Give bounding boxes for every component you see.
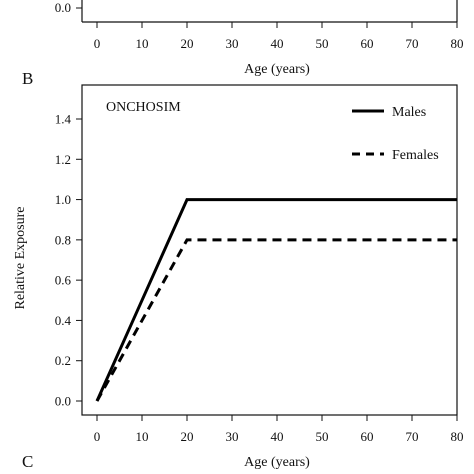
top-x-tick-label: 20 [181, 36, 194, 51]
top-x-tick-label: 10 [136, 36, 149, 51]
x-tick-label: 10 [136, 429, 149, 444]
x-tick-label: 70 [406, 429, 419, 444]
series-lines [95, 198, 457, 402]
panel-b-chart: ONCHOSIM 0.0 0.2 0.4 0.6 0.8 1.0 1.2 1.4 0 10 20 3… [13, 84, 464, 470]
top-x-tick-label: 30 [226, 36, 239, 51]
top-y-tick-label: 0.0 [55, 0, 71, 15]
top-x-tick-label: 80 [451, 36, 464, 51]
plot-frame [81, 84, 458, 416]
x-tick-label: 60 [361, 429, 374, 444]
y-tick-label: 0.6 [55, 273, 72, 288]
y-tick-label: 1.4 [55, 112, 72, 127]
y-tick-label: 1.0 [55, 192, 71, 207]
legend-label-males: Males [392, 105, 426, 120]
y-tick-label: 0.2 [55, 353, 71, 368]
y-axis-title: Relative Exposure [13, 206, 28, 309]
y-tick-label: 0.4 [55, 313, 72, 328]
y-tick-label: 0.0 [55, 394, 71, 409]
x-ticks: 0 10 20 30 40 50 60 70 80 [94, 415, 464, 444]
series-line-females [95, 238, 457, 402]
panel-letter-c: C [22, 452, 33, 471]
legend: Males Females [352, 105, 439, 163]
x-tick-label: 40 [271, 429, 284, 444]
x-tick-label: 50 [316, 429, 329, 444]
legend-label-females: Females [392, 148, 439, 163]
y-ticks: 0.0 0.2 0.4 0.6 0.8 1.0 1.2 1.4 [55, 112, 82, 409]
top-x-tick-label: 70 [406, 36, 419, 51]
top-x-tick-label: 60 [361, 36, 374, 51]
chart-title: ONCHOSIM [106, 100, 181, 115]
x-tick-label: 30 [226, 429, 239, 444]
x-tick-label: 20 [181, 429, 194, 444]
x-tick-label: 80 [451, 429, 464, 444]
x-tick-label: 0 [94, 429, 101, 444]
top-x-ticks: 0 10 20 30 40 50 60 70 80 [94, 22, 464, 51]
y-tick-label: 0.8 [55, 232, 71, 247]
x-axis-title: Age (years) [244, 455, 310, 470]
panel-letter-b: B [22, 69, 33, 88]
top-x-axis-title: Age (years) [244, 62, 310, 77]
top-x-tick-label: 50 [316, 36, 329, 51]
top-x-tick-label: 40 [271, 36, 284, 51]
top-panel: 0.0 0 10 20 30 40 50 60 70 80 Age (years) [55, 0, 464, 77]
y-tick-label: 1.2 [55, 152, 71, 167]
series-line-males [95, 198, 457, 402]
top-x-tick-label: 0 [94, 36, 101, 51]
